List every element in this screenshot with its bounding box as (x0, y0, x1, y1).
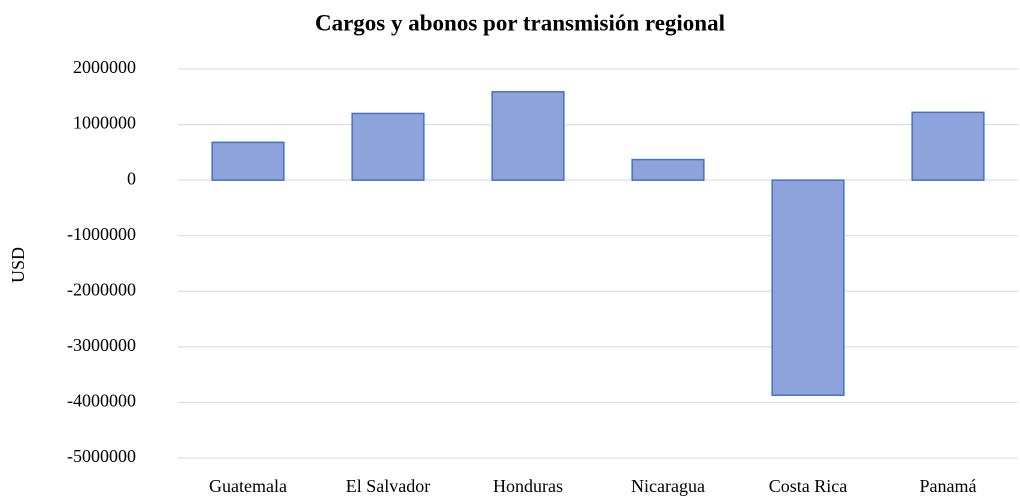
x-tick-label: El Salvador (346, 476, 430, 496)
y-tick-label: 1000000 (73, 113, 136, 133)
x-tick-label: Honduras (493, 476, 563, 496)
chart-title: Cargos y abonos por transmisión regional (315, 10, 725, 35)
y-tick-label: -4000000 (67, 391, 136, 411)
y-tick-label: 2000000 (73, 57, 136, 77)
x-tick-label: Guatemala (209, 476, 287, 496)
y-tick-label: -5000000 (67, 446, 136, 466)
x-tick-label: Panamá (920, 476, 977, 496)
bar (911, 111, 985, 181)
bar (771, 179, 845, 396)
y-tick-label: -2000000 (67, 279, 136, 299)
bar (491, 91, 565, 181)
x-tick-label: Nicaragua (631, 476, 705, 496)
bar (631, 158, 705, 181)
y-axis-label: USD (8, 247, 28, 283)
y-tick-label: -1000000 (67, 224, 136, 244)
x-tick-label: Costa Rica (769, 476, 848, 496)
bar (351, 112, 425, 181)
bar (211, 141, 285, 181)
y-tick-label: -3000000 (67, 335, 136, 355)
y-tick-label: 0 (127, 168, 136, 188)
